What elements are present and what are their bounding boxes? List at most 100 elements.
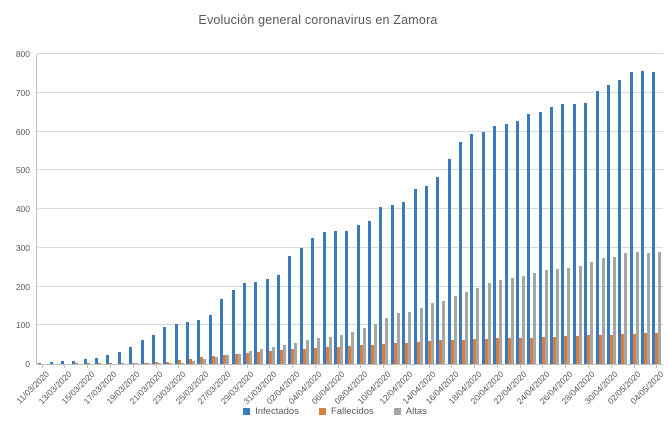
bar-altas	[305, 339, 309, 364]
bar-fallecidos	[189, 358, 193, 364]
bar-group	[629, 54, 640, 364]
gridline	[37, 208, 663, 209]
legend-item-fallecidos: Fallecidos	[318, 406, 374, 417]
bar-group	[265, 54, 276, 364]
bar-altas	[465, 292, 469, 364]
bar-infectados	[83, 358, 87, 364]
bar-group	[83, 54, 94, 364]
x-tick	[178, 365, 180, 368]
x-tick	[155, 365, 157, 368]
gridline	[37, 53, 663, 54]
x-tick	[314, 365, 316, 368]
bar-fallecidos	[109, 363, 113, 364]
bar-infectados	[231, 290, 235, 364]
bar-fallecidos	[154, 362, 158, 364]
bar-altas	[499, 279, 503, 364]
x-tick	[64, 365, 66, 368]
bar-infectados	[174, 324, 178, 364]
bar-infectados	[49, 362, 53, 364]
bar-group	[378, 54, 389, 364]
bar-fallecidos	[427, 340, 431, 364]
bar-infectados	[515, 121, 519, 364]
bar-fallecidos	[371, 344, 375, 364]
bar-altas	[283, 345, 287, 364]
x-tick	[87, 365, 89, 368]
bar-infectados	[504, 124, 508, 364]
bar-altas	[237, 354, 241, 364]
bar-fallecidos	[587, 335, 591, 364]
bar-infectados	[208, 315, 212, 364]
bar-fallecidos	[120, 363, 124, 364]
bar-infectados	[277, 274, 281, 364]
bar-fallecidos	[98, 363, 102, 364]
bar-infectados	[95, 358, 99, 364]
bar-altas	[203, 358, 207, 364]
x-tick	[474, 365, 476, 368]
bar-group	[458, 54, 469, 364]
bar-infectados	[117, 352, 121, 364]
bar-infectados	[584, 102, 588, 364]
bar-altas	[374, 324, 378, 364]
bar-altas	[510, 278, 514, 364]
bar-group	[94, 54, 105, 364]
bar-altas	[647, 253, 651, 364]
bar-altas	[521, 276, 525, 364]
bar-group	[185, 54, 196, 364]
bar-group	[583, 54, 594, 364]
bar-infectados	[129, 346, 133, 364]
bar-altas	[351, 331, 355, 364]
bar-altas	[192, 360, 196, 364]
x-tick	[223, 365, 225, 368]
legend-label: Altas	[405, 406, 427, 417]
y-tick-label: 600	[15, 126, 30, 137]
bar-group	[230, 54, 241, 364]
bar-group	[356, 54, 367, 364]
bar-altas	[453, 295, 457, 364]
bar-fallecidos	[291, 349, 295, 364]
x-tick	[405, 365, 407, 368]
bar-fallecidos	[143, 362, 147, 364]
x-tick	[588, 365, 590, 368]
bar-fallecidos	[382, 343, 386, 364]
bar-altas	[533, 273, 537, 364]
bar-infectados	[254, 281, 258, 364]
legend-label: Fallecidos	[330, 406, 374, 417]
bar-group	[219, 54, 230, 364]
bar-altas	[487, 282, 491, 364]
bar-altas	[408, 311, 412, 364]
bar-infectados	[527, 113, 531, 364]
gridline	[37, 285, 663, 287]
bar-fallecidos	[609, 334, 613, 364]
bar-altas	[271, 346, 275, 364]
bar-fallecidos	[348, 346, 352, 364]
bar-fallecidos	[496, 338, 500, 364]
y-tick-label: 100	[15, 320, 30, 331]
legend-item-infectados: Infectados	[243, 406, 299, 417]
bar-group	[447, 54, 458, 364]
bar-group	[162, 54, 173, 364]
bar-fallecidos	[166, 361, 170, 364]
bar-infectados	[186, 321, 190, 364]
bar-altas	[180, 362, 184, 364]
bar-fallecidos	[211, 355, 215, 364]
x-tick	[360, 365, 362, 368]
bar-altas	[476, 288, 480, 364]
y-tick-label: 800	[15, 49, 30, 59]
y-tick-label: 700	[15, 87, 30, 98]
bar-altas	[578, 265, 582, 364]
bar-infectados	[368, 221, 372, 364]
bar-altas	[419, 307, 423, 364]
x-tick	[656, 365, 658, 368]
x-tick	[109, 365, 111, 368]
bar-infectados	[265, 279, 269, 364]
bar-group	[594, 54, 605, 364]
bar-altas	[612, 256, 616, 364]
bar-fallecidos	[518, 338, 522, 364]
y-tick-label: 300	[15, 242, 30, 253]
bar-fallecidos	[644, 333, 648, 364]
x-tick	[201, 365, 203, 368]
bar-altas	[590, 261, 594, 364]
bar-infectados	[561, 104, 565, 364]
gridline	[37, 91, 663, 93]
bar-altas	[658, 252, 662, 364]
